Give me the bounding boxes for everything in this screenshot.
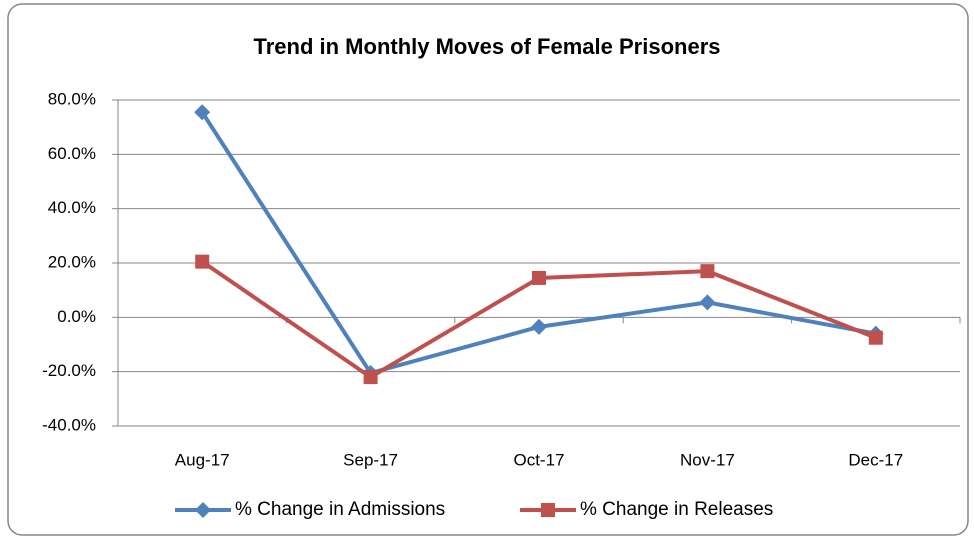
y-tick-label: -40.0% [42,415,96,434]
data-point [700,264,715,279]
x-tick-label: Oct-17 [513,450,564,469]
legend-label: % Change in Releases [580,499,773,520]
data-point [868,330,883,345]
data-point [699,294,716,311]
x-tick-label: Dec-17 [848,450,903,469]
data-point [531,318,547,335]
x-tick-label: Aug-17 [175,450,230,469]
x-tick-label: Sep-17 [343,450,398,469]
y-tick-label: 60.0% [48,144,96,163]
y-tick-label: 0.0% [57,307,96,326]
legend-marker [541,503,555,517]
data-point [532,270,546,285]
y-tick-label: 80.0% [48,89,96,108]
y-tick-label: 40.0% [48,198,96,217]
legend-marker [195,502,211,518]
legend-label: % Change in Admissions [235,499,445,520]
data-point [363,370,378,385]
x-tick-label: Nov-17 [680,450,735,469]
y-tick-label: 20.0% [48,252,96,271]
y-tick-label: -20.0% [42,361,96,380]
chart-title: Trend in Monthly Moves of Female Prisone… [254,34,721,59]
data-point [195,254,210,269]
chart-frame [7,3,969,536]
data-point [194,104,211,121]
